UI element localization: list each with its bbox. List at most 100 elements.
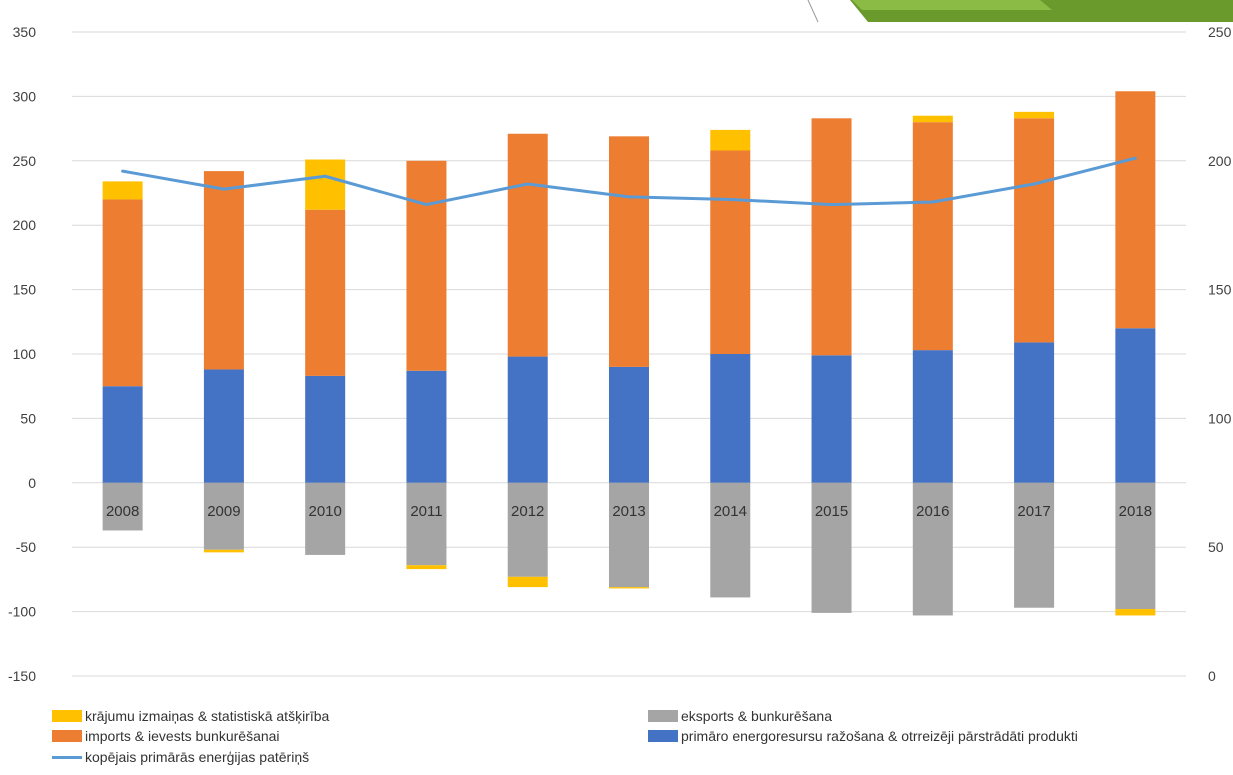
y-tick-label-left: -150 (8, 668, 36, 684)
bar-imports (912, 122, 953, 351)
x-axis-categories: 2008 2009 2010 2011 2012 2013 2014 2015 2016 2017… (106, 503, 1152, 520)
bar-stock-change-negative (507, 576, 548, 588)
bar-exports (912, 482, 953, 616)
slide-decoration (807, 0, 1233, 23)
bar-stock-change (102, 181, 143, 200)
bar-stock-change (1014, 111, 1055, 119)
x-tick-label: 2015 (815, 503, 848, 520)
bar-primary-production (1014, 342, 1055, 483)
bar-primary-production (609, 366, 649, 483)
y-tick-label-right: 100 (1208, 410, 1232, 426)
line-point-total-consumption (323, 174, 327, 178)
bar-imports (203, 171, 244, 370)
bar-exports (1115, 482, 1156, 610)
legend-item-exports: eksports & bunkurēšana (648, 708, 832, 724)
legend-item-stock: krājumu izmaiņas & statistiskā atšķirība (52, 708, 329, 724)
y-tick-label-right: 0 (1208, 668, 1216, 684)
bar-exports (102, 482, 143, 531)
bar-exports (305, 482, 346, 555)
bar-imports (406, 160, 447, 371)
bar-imports (507, 133, 548, 357)
y-tick-label-right: 150 (1208, 282, 1232, 298)
y-tick-label-left: 250 (13, 153, 37, 169)
y-tick-label-left: -100 (8, 604, 36, 620)
y-tick-label-right: 50 (1208, 539, 1224, 555)
legend-swatch-total (52, 755, 82, 759)
bar-imports (609, 136, 649, 367)
x-tick-label: 2016 (916, 503, 949, 520)
bar-stock-change-negative (609, 587, 649, 589)
line-point-total-consumption (222, 187, 226, 191)
line-point-total-consumption (1133, 156, 1137, 160)
x-tick-label: 2009 (207, 503, 240, 520)
legend-label-imports: imports & ievests bunkurēšanai (85, 728, 280, 744)
legend-swatch-imports (52, 730, 82, 742)
bar-primary-production (406, 370, 447, 483)
y-tick-label-right: 200 (1208, 153, 1232, 169)
bar-imports (1115, 91, 1156, 329)
x-tick-label: 2014 (714, 503, 747, 520)
bar-exports (811, 482, 852, 613)
bar-primary-production (305, 375, 346, 483)
x-tick-label: 2018 (1119, 503, 1152, 520)
legend-item-total: kopējais primārās enerģijas patēriņš (52, 749, 309, 765)
y-tick-label-left: 0 (28, 475, 36, 491)
bar-primary-production (102, 386, 143, 483)
line-point-total-consumption (728, 197, 732, 201)
bar-imports (1014, 118, 1055, 343)
bar-exports (203, 482, 244, 550)
bar-imports (102, 199, 143, 387)
bar-stock-change-negative (1115, 609, 1156, 616)
x-tick-label: 2008 (106, 503, 139, 520)
bar-primary-production (912, 350, 953, 483)
corner-divider-line (807, 0, 819, 23)
bar-series (102, 91, 1156, 616)
line-series (121, 156, 1137, 207)
line-point-total-consumption (830, 203, 834, 207)
legend-item-primary: primāro energoresursu ražošana & otrreiz… (648, 728, 1078, 744)
y-axis-left: 350 300 250 200 150 100 50 0 -50 -100 -150 (8, 24, 36, 684)
y-tick-label-right: 250 (1208, 24, 1232, 40)
y-tick-label-left: 350 (13, 24, 37, 40)
legend-swatch-exports (648, 710, 678, 722)
y-tick-label-left: -50 (16, 539, 36, 555)
bar-stock-change (912, 115, 953, 123)
legend-swatch-primary (648, 730, 678, 742)
bar-imports (305, 209, 346, 376)
legend-label-primary: primāro energoresursu ražošana & otrreiz… (681, 728, 1078, 744)
bar-primary-production (1115, 328, 1156, 483)
line-point-total-consumption (424, 203, 428, 207)
bar-imports (811, 118, 852, 356)
legend-item-imports: imports & ievests bunkurēšanai (52, 728, 280, 744)
legend-label-total: kopējais primārās enerģijas patēriņš (85, 749, 310, 765)
x-tick-label: 2017 (1017, 503, 1050, 520)
y-tick-label-left: 300 (13, 88, 37, 104)
y-tick-label-left: 50 (20, 410, 36, 426)
line-point-total-consumption (526, 182, 530, 186)
legend-label-exports: eksports & bunkurēšana (681, 708, 832, 724)
x-tick-label: 2013 (612, 503, 645, 520)
x-tick-label: 2010 (308, 503, 341, 520)
legend-swatch-stock (52, 710, 82, 722)
line-point-total-consumption (627, 195, 631, 199)
y-tick-label-left: 200 (13, 217, 37, 233)
bar-stock-change-negative (203, 549, 244, 553)
bar-exports (507, 482, 548, 577)
bar-primary-production (811, 355, 852, 483)
bar-exports (406, 482, 447, 566)
x-tick-label: 2012 (511, 503, 544, 520)
bar-exports (710, 482, 751, 598)
bar-stock-change (710, 129, 751, 151)
line-point-total-consumption (931, 200, 935, 204)
bar-stock-change (305, 159, 346, 210)
bar-imports (710, 150, 751, 354)
bar-exports (609, 482, 649, 588)
line-point-total-consumption (121, 169, 125, 173)
line-point-total-consumption (1032, 182, 1036, 186)
y-axis-right: 250 200 150 100 50 0 (1208, 24, 1232, 684)
bar-primary-production (710, 354, 751, 483)
y-tick-label-left: 100 (13, 346, 37, 362)
green-corner-highlight (852, 0, 1052, 10)
legend-label-stock: krājumu izmaiņas & statistiskā atšķirība (85, 708, 330, 724)
